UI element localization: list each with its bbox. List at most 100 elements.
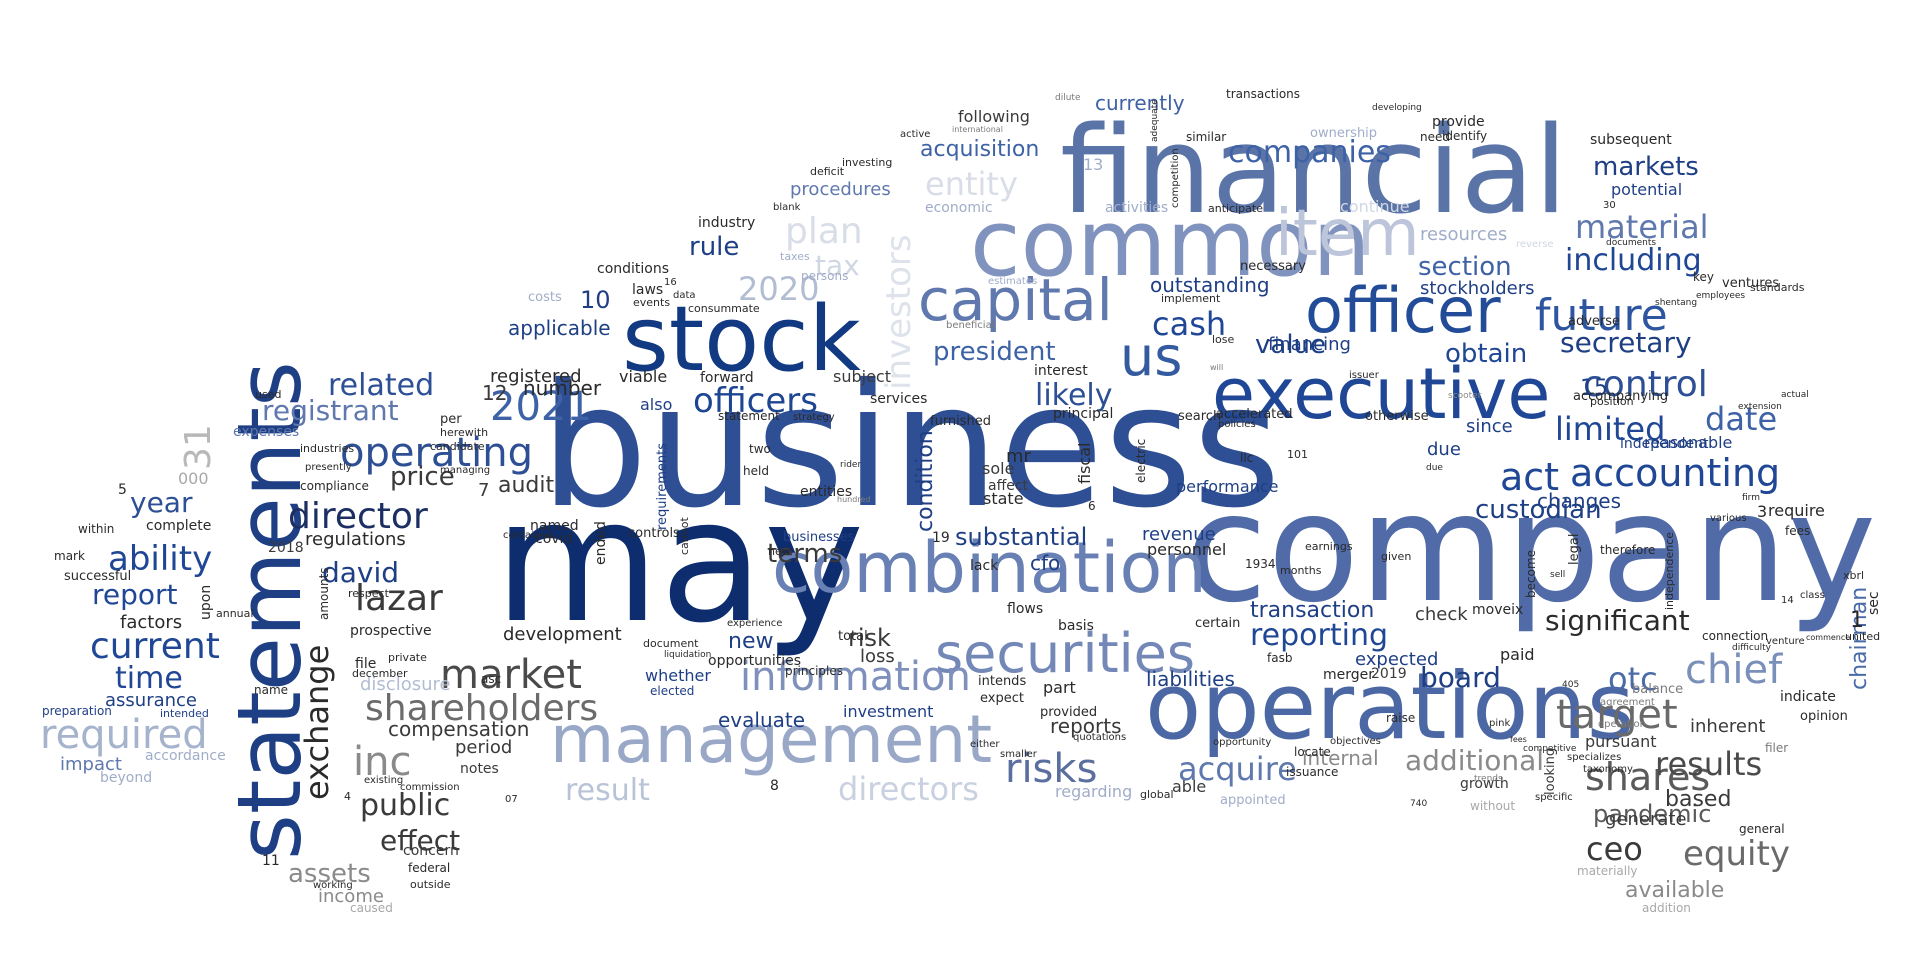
- word-costs: costs: [528, 290, 562, 305]
- word-required: required: [40, 712, 208, 758]
- word-key: key: [1693, 270, 1714, 284]
- word-check: check: [1415, 604, 1468, 625]
- word-additional: additional: [1405, 744, 1544, 777]
- word-extension: extension: [1738, 402, 1782, 412]
- word-subject: subject: [833, 367, 891, 386]
- word-anticipate: anticipate: [1208, 202, 1263, 215]
- word-material: material: [1575, 208, 1709, 246]
- word-federal: federal: [408, 861, 450, 875]
- word-trends: trends: [1474, 774, 1503, 784]
- word-registered: registered: [490, 366, 582, 387]
- word-firm: firm: [1742, 493, 1760, 503]
- word-industries: industries: [300, 442, 354, 455]
- word-laws: laws: [632, 282, 663, 298]
- word-scooter: scooter: [1448, 391, 1482, 401]
- word-related: related: [328, 368, 434, 403]
- word-loss: loss: [860, 646, 895, 667]
- word-stockholders: stockholders: [1420, 278, 1534, 299]
- word-general: general: [1739, 822, 1785, 836]
- word-acquisition: acquisition: [920, 137, 1039, 162]
- word-either: either: [970, 739, 1000, 750]
- word-herewith: herewith: [440, 426, 488, 439]
- word-elected: elected: [650, 684, 694, 698]
- word-also: also: [640, 395, 672, 414]
- word-us: us: [1120, 325, 1182, 388]
- word-fiscal: fiscal: [1075, 443, 1094, 484]
- word-registrant: registrant: [262, 394, 399, 427]
- word-two: two: [749, 442, 771, 456]
- word-1934: 1934: [1245, 557, 1276, 571]
- word-generate: generate: [1605, 809, 1687, 830]
- word-provide: provide: [1432, 114, 1485, 130]
- word-principles: principles: [785, 664, 843, 678]
- word-december: december: [352, 667, 408, 680]
- word-significant: significant: [1545, 604, 1690, 637]
- word-lose: lose: [1212, 333, 1235, 346]
- word-hundred: hundred: [837, 495, 870, 504]
- word-candidate: candidate: [430, 440, 485, 453]
- word-per: per: [440, 412, 462, 427]
- word-equity: equity: [1683, 834, 1790, 874]
- word-target: target: [1556, 692, 1678, 738]
- word-31: 31: [178, 424, 219, 470]
- word-result: result: [565, 773, 650, 808]
- word-control: control: [1583, 364, 1708, 405]
- word-competition: competition: [1170, 148, 1181, 208]
- word-shares: shares: [1585, 755, 1710, 799]
- word-likely: likely: [1035, 378, 1113, 413]
- word-ownership: ownership: [1310, 126, 1377, 141]
- word-common: common: [970, 190, 1371, 297]
- word-period: period: [455, 737, 512, 758]
- word-risks: risks: [1005, 746, 1097, 792]
- word-covid: covid: [535, 531, 572, 547]
- word-able: able: [1172, 777, 1206, 796]
- word-connection: connection: [1702, 629, 1768, 643]
- word-xbrl: xbrl: [1843, 569, 1864, 582]
- word-101: 101: [1287, 448, 1308, 461]
- word-furnished: furnished: [930, 414, 991, 429]
- word-identify: identify: [1442, 129, 1487, 143]
- word-beneficial: beneficial: [946, 320, 994, 331]
- word-otherwise: otherwise: [1365, 409, 1429, 424]
- word-specific: specific: [1535, 792, 1573, 803]
- word-forward: forward: [700, 370, 754, 386]
- word-beyond: beyond: [100, 770, 152, 786]
- word-held: held: [743, 464, 769, 478]
- word-inherent: inherent: [1690, 716, 1765, 737]
- word-businesses: businesses: [783, 530, 855, 545]
- word-following: following: [958, 107, 1030, 126]
- word-disclosure: disclosure: [360, 674, 451, 695]
- word-specializes: specializes: [1567, 752, 1621, 763]
- word-concern: concern: [403, 843, 459, 859]
- word-president: president: [933, 337, 1056, 367]
- word-notes: notes: [460, 761, 499, 777]
- word-11: 11: [262, 853, 280, 869]
- word-taxonomy: taxonomy: [1583, 764, 1633, 775]
- word-viable: viable: [619, 367, 667, 386]
- word-experience: experience: [727, 618, 782, 629]
- word-development: development: [503, 624, 622, 645]
- word-liquidation: liquidation: [664, 650, 711, 660]
- word-combination: combination: [772, 527, 1207, 609]
- word-number: number: [523, 376, 602, 400]
- word-data: data: [673, 290, 696, 301]
- word-position: position: [1590, 395, 1634, 408]
- word-currently: currently: [1095, 91, 1185, 115]
- word-document: document: [643, 637, 699, 650]
- word-substantial: substantial: [955, 523, 1087, 551]
- word-united: united: [1845, 630, 1880, 643]
- word-risk: risk: [848, 624, 891, 652]
- word-time: time: [115, 661, 183, 696]
- word-strategy: strategy: [793, 412, 835, 423]
- word-sole: sole: [982, 459, 1014, 478]
- word-compliance: compliance: [300, 479, 369, 493]
- word-procedures: procedures: [790, 179, 891, 200]
- word-due-2: due: [1426, 463, 1443, 473]
- word-reports: reports: [1050, 714, 1122, 738]
- word-19: 19: [932, 530, 950, 546]
- word-000: 000: [178, 469, 209, 488]
- word-5: 5: [118, 482, 127, 498]
- word-cfo: cfo: [1030, 551, 1060, 575]
- word-since: since: [1466, 416, 1513, 437]
- word-asc: asc: [481, 672, 501, 686]
